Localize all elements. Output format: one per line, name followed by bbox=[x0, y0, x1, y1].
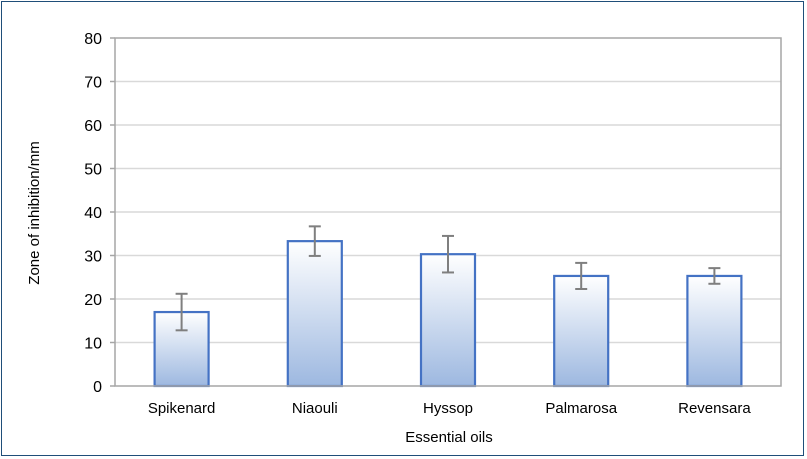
bar-hyssop bbox=[419, 253, 477, 388]
bars bbox=[153, 240, 743, 388]
axes bbox=[110, 37, 782, 387]
y-tick-label: 0 bbox=[93, 379, 102, 396]
x-tick-label: Hyssop bbox=[423, 400, 473, 417]
y-tick-label: 80 bbox=[84, 31, 102, 48]
x-tick-label: Spikenard bbox=[148, 400, 216, 417]
y-tick-label: 10 bbox=[84, 336, 102, 353]
bar-palmarosa bbox=[553, 274, 610, 388]
y-tick-label: 20 bbox=[84, 292, 102, 309]
bar-niaouli bbox=[286, 240, 343, 388]
x-tick-label: Niaouli bbox=[292, 400, 338, 417]
error-bars bbox=[175, 225, 721, 332]
y-tick-label: 60 bbox=[84, 118, 102, 135]
x-tick-label: Revensara bbox=[678, 400, 751, 417]
x-tick-label: Palmarosa bbox=[545, 400, 617, 417]
y-tick-label: 40 bbox=[84, 205, 102, 222]
y-tick-label: 50 bbox=[84, 162, 102, 179]
tick-labels: 0 10 20 30 40 50 60 70 80 Spikenard Niaouli Hyssop P… bbox=[84, 31, 751, 417]
y-tick-label: 30 bbox=[84, 249, 102, 266]
x-axis-label: Essential oils bbox=[405, 429, 493, 446]
bar-revensara bbox=[686, 274, 743, 388]
y-tick-label: 70 bbox=[84, 75, 102, 92]
y-axis-label: Zone of inhibition/mm bbox=[26, 141, 43, 284]
